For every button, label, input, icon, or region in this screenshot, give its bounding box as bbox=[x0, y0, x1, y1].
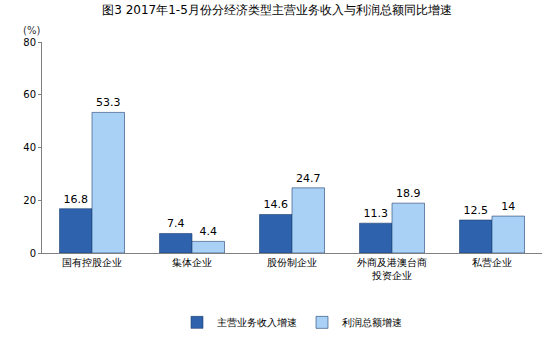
svg-text:12.5: 12.5 bbox=[464, 204, 489, 217]
svg-text:外商及港澳台商投资企业: 外商及港澳台商投资企业 bbox=[357, 257, 427, 281]
svg-text:7.4: 7.4 bbox=[167, 217, 185, 230]
svg-text:利润总额增速: 利润总额增速 bbox=[342, 317, 402, 328]
svg-text:14.6: 14.6 bbox=[264, 198, 289, 211]
svg-text:20: 20 bbox=[23, 195, 36, 206]
svg-text:集体企业: 集体企业 bbox=[172, 257, 212, 268]
svg-text:主营业务收入增速: 主营业务收入增速 bbox=[217, 317, 297, 328]
svg-text:国有控股企业: 国有控股企业 bbox=[62, 257, 122, 268]
svg-text:图3 2017年1-5月份分经济类型主营业务收入与利润总额同: 图3 2017年1-5月份分经济类型主营业务收入与利润总额同比增速 bbox=[102, 3, 452, 17]
svg-text:14: 14 bbox=[501, 200, 515, 213]
svg-text:0: 0 bbox=[30, 248, 36, 259]
svg-text:4.4: 4.4 bbox=[200, 225, 218, 238]
svg-text:股份制企业: 股份制企业 bbox=[267, 257, 317, 268]
svg-text:18.9: 18.9 bbox=[396, 187, 421, 200]
svg-text:16.8: 16.8 bbox=[64, 193, 89, 206]
svg-text:私营企业: 私营企业 bbox=[472, 257, 512, 268]
svg-text:11.3: 11.3 bbox=[364, 207, 389, 220]
svg-text:53.3: 53.3 bbox=[96, 96, 121, 109]
svg-text:80: 80 bbox=[23, 37, 36, 48]
svg-text:24.7: 24.7 bbox=[296, 172, 321, 185]
svg-text:60: 60 bbox=[23, 89, 36, 100]
svg-text:40: 40 bbox=[23, 142, 36, 153]
svg-text:(%): (%) bbox=[23, 25, 40, 36]
